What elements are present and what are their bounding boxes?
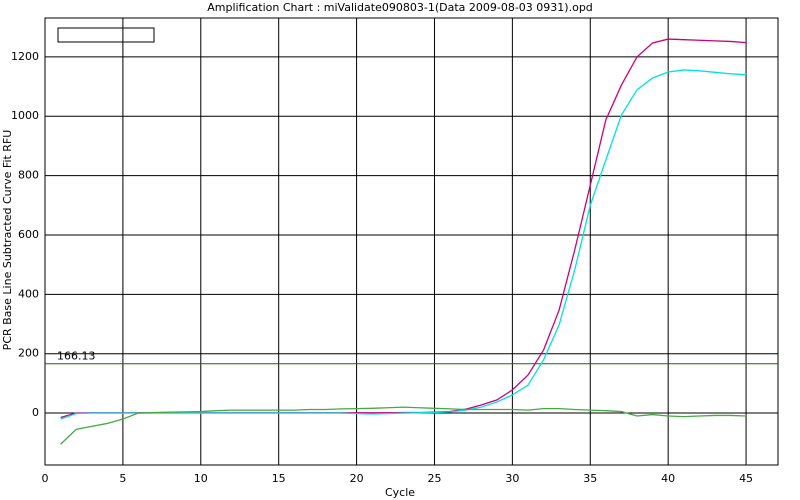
x-tick-label: 20 <box>350 472 364 485</box>
y-tick-label: 200 <box>18 347 39 360</box>
y-axis-label: PCR Base Line Subtracted Curve Fit RFU <box>1 130 14 351</box>
threshold-label: 166.13 <box>57 350 96 363</box>
series-line <box>60 38 747 419</box>
x-axis-label: Cycle <box>385 486 415 499</box>
legend-box <box>57 27 155 43</box>
y-tick-label: 800 <box>18 169 39 182</box>
y-tick-label: 600 <box>18 228 39 241</box>
x-tick-label: 5 <box>119 472 126 485</box>
series-line <box>60 406 747 445</box>
x-tick-label: 40 <box>661 472 675 485</box>
x-tick-label: 30 <box>505 472 519 485</box>
y-tick-label: 1200 <box>11 50 39 63</box>
x-tick-label: 25 <box>427 472 441 485</box>
x-tick-label: 15 <box>272 472 286 485</box>
x-tick-label: 35 <box>583 472 597 485</box>
x-tick-label: 10 <box>194 472 208 485</box>
y-tick-label: 1000 <box>11 109 39 122</box>
x-tick-label: 0 <box>42 472 49 485</box>
y-tick-label: 0 <box>32 406 39 419</box>
series-line <box>60 69 747 420</box>
y-tick-label: 400 <box>18 287 39 300</box>
chart-title: Amplification Chart : miValidate090803-1… <box>207 1 593 14</box>
x-tick-label: 45 <box>739 472 753 485</box>
